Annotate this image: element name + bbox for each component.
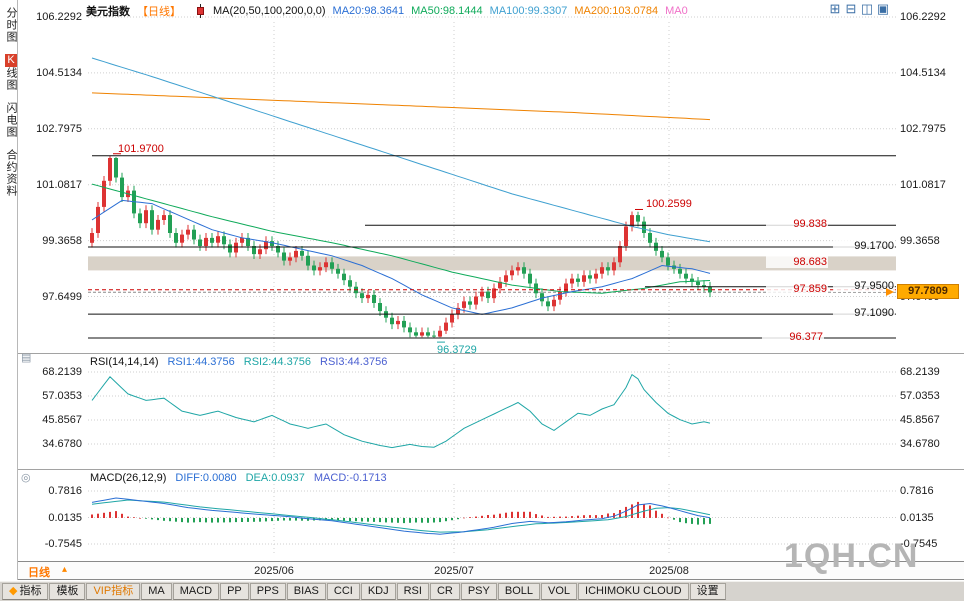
ma-value-3: MA200:103.0784 — [574, 5, 659, 18]
last-price-arrow-icon — [886, 288, 894, 296]
ma-value-2: MA100:99.3307 — [489, 5, 568, 18]
rsi-value-2: RSI3:44.3756 — [320, 356, 388, 368]
period-tag[interactable]: 【日线】 — [137, 6, 181, 18]
tab-label: CR — [436, 585, 453, 597]
symbol-name: 美元指数 — [86, 6, 130, 18]
tab-label: PP — [227, 585, 242, 597]
indicator-tab-bar: ◆ 指标 模板 VIP指标 MA MACD PP PPS BIAS CCI KDJ RSI CR PSY B… — [0, 581, 964, 601]
bottom-tab-4[interactable]: MACD — [172, 583, 220, 600]
bottom-tab-6[interactable]: PPS — [249, 583, 286, 600]
bottom-tab-0[interactable]: ◆ 指标 — [2, 583, 49, 600]
ma-value-0: MA20:98.3641 — [332, 5, 405, 18]
bottom-tab-15[interactable]: ICHIMOKU CLOUD — [578, 583, 689, 600]
tab-label: MACD — [179, 585, 213, 597]
ma-values: MA20:98.3641 MA50:98.1444 MA100:99.3307 MA2… — [333, 5, 695, 17]
macd-value-1: DEA:0.0937 — [245, 472, 305, 484]
rsi-value-1: RSI2:44.3756 — [243, 356, 312, 368]
tab-label: CCI — [333, 585, 353, 597]
layout-grid-icon[interactable]: ⊞ — [829, 1, 841, 16]
sidebar-item-0[interactable]: 分时图 — [5, 7, 17, 43]
bottom-tab-7[interactable]: BIAS — [286, 583, 326, 600]
bottom-tab-3[interactable]: MA — [141, 583, 172, 600]
bottom-tab-13[interactable]: BOLL — [497, 583, 540, 600]
tab-label: 模板 — [56, 585, 79, 597]
macd-panel-settings-icon[interactable]: ◎ — [21, 472, 31, 484]
tab-label: 指标 — [19, 585, 42, 597]
rsi-value-0: RSI1:44.3756 — [167, 356, 235, 368]
bottom-tab-9[interactable]: KDJ — [360, 583, 396, 600]
bottom-tab-16[interactable]: 设置 — [689, 583, 726, 600]
bottom-tab-14[interactable]: VOL — [541, 583, 578, 600]
chart-header: 美元指数 【日线】 MA(20,50,100,200,0,0) MA20:98.364… — [86, 3, 702, 19]
tab-label: MA — [148, 585, 165, 597]
timeline-bar: 日线 ▴ 2025/06 2025/07 2025/08 — [18, 561, 964, 580]
layout-rows-icon[interactable]: ⊟ — [845, 1, 857, 16]
bottom-tab-8[interactable]: CCI — [326, 583, 360, 600]
tab-label: PSY — [467, 585, 490, 597]
tab-label: KDJ — [367, 585, 389, 597]
tab-label: VIP指标 — [93, 585, 134, 597]
tab-label: RSI — [403, 585, 422, 597]
rsi-header: RSI(14,14,14) RSI1:44.3756 RSI2:44.3756 RSI… — [90, 356, 405, 368]
candlestick-icon[interactable] — [196, 4, 206, 18]
tab-label: PPS — [256, 585, 279, 597]
panel-separator — [18, 353, 964, 354]
tab-label: BOLL — [504, 585, 533, 597]
layout-single-icon[interactable]: ▣ — [876, 1, 890, 16]
bottom-tab-5[interactable]: PP — [220, 583, 249, 600]
diamond-icon: ◆ — [9, 585, 18, 597]
date-label-1: 2025/07 — [434, 565, 474, 577]
sidebar-item-1[interactable]: K线图 — [3, 54, 19, 91]
date-label-0: 2025/06 — [254, 565, 294, 577]
layout-columns-icon[interactable]: ◫ — [860, 1, 874, 16]
window-layout-icons: ⊞ ⊟ ◫ ▣ — [828, 1, 892, 16]
tab-label: BIAS — [293, 585, 319, 597]
rsi-values: RSI1:44.3756 RSI2:44.3756 RSI3:44.3756 — [167, 356, 396, 368]
sidebar: 分时图 K线图闪电图合约资料 — [0, 0, 18, 580]
rsi-title: RSI(14,14,14) — [90, 356, 159, 368]
tab-label: ICHIMOKU CLOUD — [585, 585, 682, 597]
active-tab-chip: K — [5, 54, 17, 67]
sidebar-item-2[interactable]: 闪电图 — [5, 102, 17, 138]
macd-header: MACD(26,12,9) DIFF:0.0080 DEA:0.0937 MACD:-… — [90, 472, 405, 484]
sidebar-item-label: 线图 — [5, 67, 17, 91]
bottom-tab-2[interactable]: VIP指标 — [86, 583, 141, 600]
macd-values: DIFF:0.0080 DEA:0.0937 MACD:-0.1713 — [175, 472, 395, 484]
sidebar-item-3[interactable]: 合约资料 — [5, 149, 17, 197]
ma-value-4: MA0 — [665, 5, 688, 18]
macd-title: MACD(26,12,9) — [90, 472, 167, 484]
bottom-tab-10[interactable]: RSI — [396, 583, 429, 600]
ma-value-1: MA50:98.1444 — [411, 5, 483, 18]
rsi-panel-settings-icon[interactable]: ▤ — [21, 352, 32, 364]
bottom-tab-11[interactable]: CR — [429, 583, 460, 600]
watermark: 1QH.CN — [784, 537, 919, 575]
tab-label: VOL — [548, 585, 571, 597]
period-up-icon[interactable]: ▴ — [62, 564, 68, 575]
macd-value-0: DIFF:0.0080 — [175, 472, 237, 484]
panel-separator — [18, 469, 964, 470]
macd-value-2: MACD:-0.1713 — [313, 472, 387, 484]
ma-settings-label: MA(20,50,100,200,0,0) — [213, 5, 326, 17]
last-price-tag: 97.7809 — [897, 284, 959, 299]
bottom-tab-12[interactable]: PSY — [460, 583, 497, 600]
tab-label: 设置 — [696, 585, 719, 597]
bottom-tab-1[interactable]: 模板 — [49, 583, 86, 600]
date-label-2: 2025/08 — [649, 565, 689, 577]
period-selector[interactable]: 日线 — [28, 567, 50, 579]
